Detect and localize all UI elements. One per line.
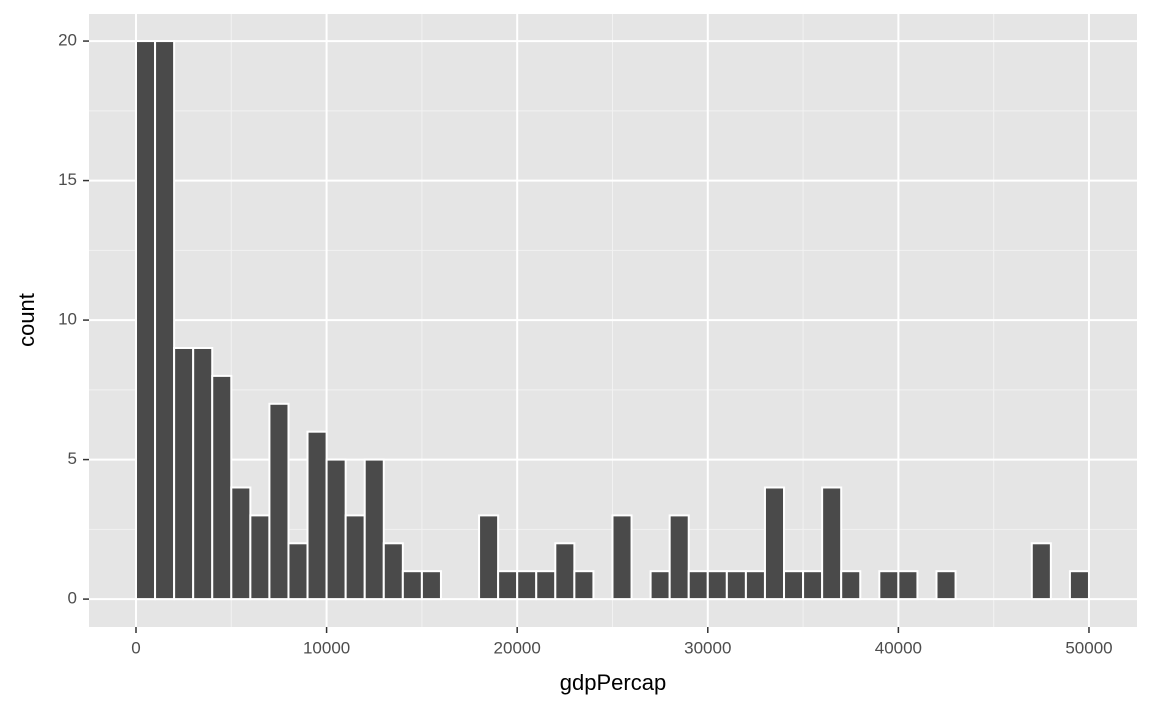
- x-tick-label: 40000: [875, 638, 922, 657]
- bar: [783, 570, 805, 601]
- y-tick-label: 15: [58, 170, 77, 189]
- y-tick-label: 20: [58, 31, 77, 50]
- bar: [154, 40, 176, 601]
- bar: [706, 570, 728, 601]
- y-axis-title: count: [14, 293, 39, 347]
- bar: [935, 570, 957, 601]
- bar: [516, 570, 538, 601]
- bar: [306, 430, 328, 601]
- bar: [821, 486, 843, 601]
- bar: [554, 542, 576, 601]
- y-tick-label: 10: [58, 310, 77, 329]
- bar: [535, 570, 557, 601]
- bar: [687, 570, 709, 601]
- bar: [249, 514, 271, 601]
- bar: [268, 402, 290, 601]
- bar: [420, 570, 442, 601]
- bar: [401, 570, 423, 601]
- bar: [763, 486, 786, 601]
- bar: [173, 346, 195, 601]
- x-axis-title: gdpPercap: [560, 670, 666, 695]
- bar: [497, 570, 519, 601]
- bar: [1030, 542, 1052, 601]
- bar: [649, 570, 671, 601]
- bar: [344, 514, 366, 601]
- bar: [211, 374, 233, 601]
- bar: [230, 486, 252, 601]
- bar: [382, 542, 404, 601]
- bar: [878, 570, 900, 601]
- bar: [1068, 570, 1090, 601]
- bar: [897, 570, 919, 601]
- bar: [287, 542, 309, 601]
- x-tick-label: 0: [131, 638, 140, 657]
- bar: [744, 570, 766, 601]
- bar: [840, 570, 862, 601]
- bar: [192, 346, 214, 601]
- bar: [325, 458, 347, 601]
- bar: [363, 458, 385, 601]
- x-tick-label: 30000: [684, 638, 731, 657]
- bar: [725, 570, 747, 601]
- x-tick-label: 50000: [1065, 638, 1112, 657]
- y-tick-label: 0: [68, 589, 77, 608]
- bar: [135, 40, 157, 601]
- x-tick-label: 10000: [303, 638, 350, 657]
- bar: [478, 514, 500, 601]
- y-tick-label: 5: [68, 449, 77, 468]
- bar: [573, 570, 595, 601]
- bar: [802, 570, 824, 601]
- bar: [668, 514, 690, 601]
- bar: [611, 514, 633, 601]
- x-tick-label: 20000: [494, 638, 541, 657]
